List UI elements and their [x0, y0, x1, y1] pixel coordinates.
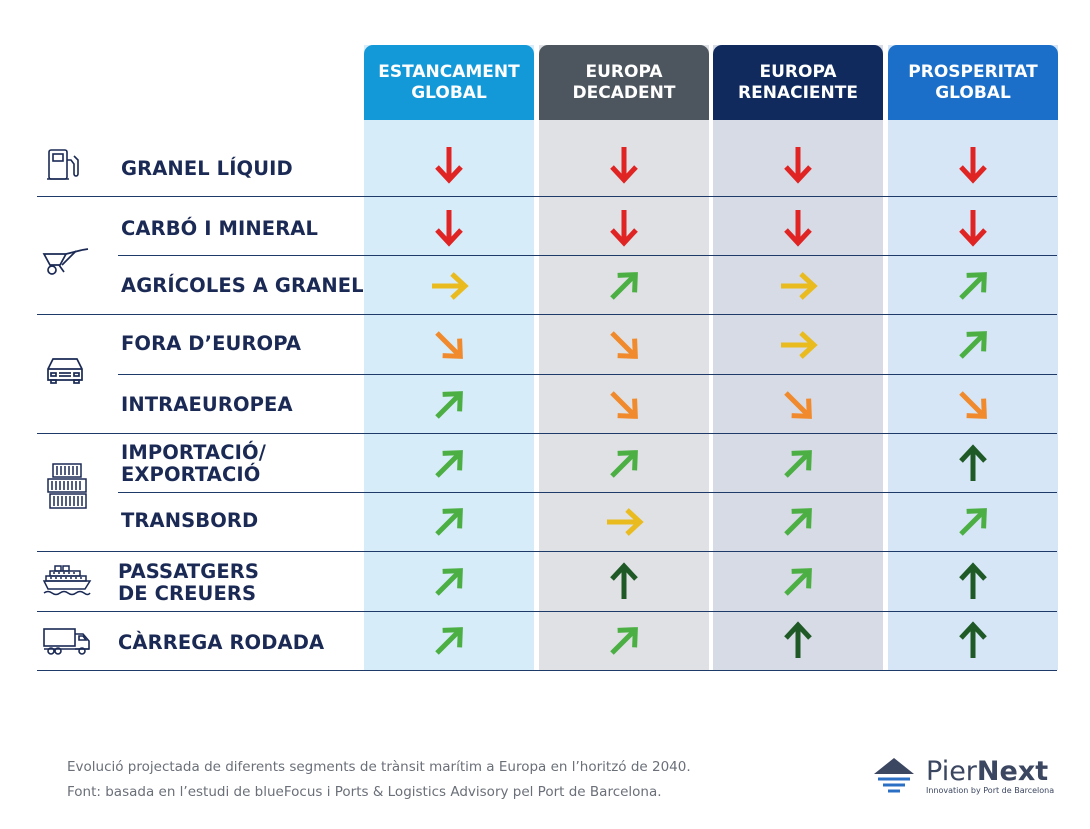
column-header-line2: GLOBAL [935, 82, 1011, 103]
trend-arrow-strong-up [959, 621, 987, 658]
trend-arrow-strong-down [784, 210, 812, 247]
trend-arrow-up [435, 568, 463, 596]
trend-arrow-up [959, 272, 987, 300]
row-label-line2: DE CREUERS [118, 582, 257, 605]
column-header-line1: EUROPA [585, 61, 663, 82]
piernext-logo: PierNext Innovation by Port de Barcelona [872, 756, 1055, 800]
trend-arrow-strong-down [959, 210, 987, 247]
trend-arrow-up [959, 331, 987, 359]
trend-arrow-strong-down [610, 147, 638, 184]
column-header-line1: PROSPERITAT [908, 61, 1038, 82]
trend-arrow-strong-down [435, 147, 463, 184]
trend-arrow-strong-up [784, 621, 812, 658]
trend-arrow-strong-down [784, 147, 812, 184]
trend-arrow-up [435, 450, 463, 478]
column-header-line2: GLOBAL [411, 82, 487, 103]
trend-arrow-down [610, 391, 638, 419]
row-label-line1: GRANEL LÍQUID [121, 157, 293, 180]
row-label-transbord: TRANSBORD [121, 510, 258, 532]
trend-arrow-strong-down [959, 147, 987, 184]
trend-arrow-up [435, 508, 463, 536]
fuel-pump-icon [47, 149, 79, 180]
column-header-prosperitat-global: PROSPERITAT GLOBAL [888, 45, 1058, 120]
piernext-tagline: Innovation by Port de Barcelona [926, 786, 1055, 795]
trend-arrow-strong-up [959, 562, 987, 599]
group-divider [37, 196, 1057, 197]
row-divider [118, 492, 1057, 493]
row-label-intraeuropea: INTRAEUROPEA [121, 394, 293, 416]
row-label-line1: IMPORTACIÓ/ [121, 441, 266, 464]
row-label-fora-deuropa: FORA D’EUROPA [121, 333, 301, 355]
trend-arrow-down [610, 331, 638, 359]
row-label-line1: INTRAEUROPEA [121, 393, 293, 416]
row-label-line1: PASSATGERS [118, 560, 260, 583]
row-label-line1: AGRÍCOLES A GRANEL [121, 274, 364, 297]
trend-arrow-stable [781, 272, 818, 300]
row-label-line2: EXPORTACIÓ [121, 463, 261, 486]
car-icon [47, 358, 83, 384]
table-bottom-line [37, 670, 1057, 671]
trend-arrow-strong-up [959, 444, 987, 481]
truck-icon [43, 628, 90, 655]
row-label-line1: CARBÓ I MINERAL [121, 217, 319, 240]
row-label-granel-liquid: GRANEL LÍQUID [121, 158, 293, 180]
trend-arrow-strong-down [610, 210, 638, 247]
row-divider [118, 374, 1057, 375]
row-label-passatgers-de-creuers: PASSATGERS DE CREUERS [118, 561, 259, 605]
trend-arrow-stable [432, 272, 469, 300]
row-divider [118, 255, 1057, 256]
logo-name-bold: Next [976, 756, 1049, 787]
row-label-line1: FORA D’EUROPA [121, 332, 302, 355]
piernext-logo-mark [874, 758, 914, 793]
row-label-line1: TRANSBORD [121, 509, 259, 532]
trend-arrow-down [959, 391, 987, 419]
containers-icon [47, 463, 87, 509]
trend-arrow-up [435, 627, 463, 655]
column-header-line1: ESTANCAMENT [378, 61, 520, 82]
trend-arrow-up [784, 508, 812, 536]
group-divider [37, 611, 1057, 612]
footer-source: Font: basada en l’estudi de blueFocus i … [67, 784, 662, 800]
group-divider [37, 551, 1057, 552]
trend-arrow-up [959, 508, 987, 536]
row-label-line1: CÀRREGA RODADA [118, 631, 325, 654]
trend-arrow-up [610, 272, 638, 300]
trend-arrow-strong-up [610, 562, 638, 599]
row-label-agricoles-a-granel: AGRÍCOLES A GRANEL [121, 275, 364, 297]
row-label-carrega-rodada: CÀRREGA RODADA [118, 632, 324, 654]
wheelbarrow-icon [42, 248, 89, 275]
group-divider [37, 314, 1057, 315]
cruise-ship-icon [42, 565, 92, 596]
column-header-line2: DECADENT [572, 82, 676, 103]
row-label-importacio-exportacio: IMPORTACIÓ/ EXPORTACIÓ [121, 442, 266, 486]
footer-note: Evolució projectada de diferents segment… [67, 759, 691, 775]
column-header-estancament-global: ESTANCAMENT GLOBAL [364, 45, 534, 120]
trend-arrow-strong-down [435, 210, 463, 247]
piernext-logo-text: PierNext [926, 756, 1048, 787]
trend-arrow-stable [781, 331, 818, 359]
column-header-europa-decadent: EUROPA DECADENT [539, 45, 709, 120]
trend-arrow-down [435, 331, 463, 359]
trend-arrow-up [610, 627, 638, 655]
column-header-line2: RENACIENTE [738, 82, 858, 103]
trend-arrow-up [784, 450, 812, 478]
trend-arrow-up [610, 450, 638, 478]
column-header-line1: EUROPA [759, 61, 837, 82]
trend-arrow-stable [607, 508, 644, 536]
group-divider [37, 433, 1057, 434]
trend-arrow-up [435, 391, 463, 419]
trend-arrow-up [784, 568, 812, 596]
column-header-europa-renaciente: EUROPA RENACIENTE [713, 45, 883, 120]
trend-arrow-down [784, 391, 812, 419]
logo-name-light: Pier [926, 756, 977, 787]
row-label-carbo-i-mineral: CARBÓ I MINERAL [121, 218, 318, 240]
